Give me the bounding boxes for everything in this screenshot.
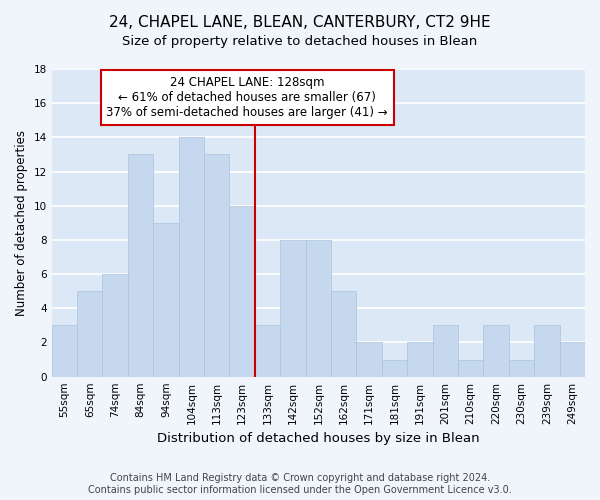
- Bar: [229, 206, 255, 376]
- Bar: [255, 326, 280, 376]
- Bar: [128, 154, 153, 376]
- Bar: [77, 291, 103, 376]
- Text: Size of property relative to detached houses in Blean: Size of property relative to detached ho…: [122, 35, 478, 48]
- Bar: [305, 240, 331, 376]
- Bar: [458, 360, 484, 376]
- Bar: [103, 274, 128, 376]
- Bar: [407, 342, 433, 376]
- Bar: [382, 360, 407, 376]
- Bar: [280, 240, 305, 376]
- Bar: [356, 342, 382, 376]
- Bar: [509, 360, 534, 376]
- Y-axis label: Number of detached properties: Number of detached properties: [15, 130, 28, 316]
- Text: 24, CHAPEL LANE, BLEAN, CANTERBURY, CT2 9HE: 24, CHAPEL LANE, BLEAN, CANTERBURY, CT2 …: [109, 15, 491, 30]
- Text: 24 CHAPEL LANE: 128sqm
← 61% of detached houses are smaller (67)
37% of semi-det: 24 CHAPEL LANE: 128sqm ← 61% of detached…: [106, 76, 388, 119]
- Bar: [204, 154, 229, 376]
- X-axis label: Distribution of detached houses by size in Blean: Distribution of detached houses by size …: [157, 432, 479, 445]
- Text: Contains HM Land Registry data © Crown copyright and database right 2024.
Contai: Contains HM Land Registry data © Crown c…: [88, 474, 512, 495]
- Bar: [52, 326, 77, 376]
- Bar: [153, 223, 179, 376]
- Bar: [331, 291, 356, 376]
- Bar: [484, 326, 509, 376]
- Bar: [433, 326, 458, 376]
- Bar: [179, 138, 204, 376]
- Bar: [560, 342, 585, 376]
- Bar: [534, 326, 560, 376]
